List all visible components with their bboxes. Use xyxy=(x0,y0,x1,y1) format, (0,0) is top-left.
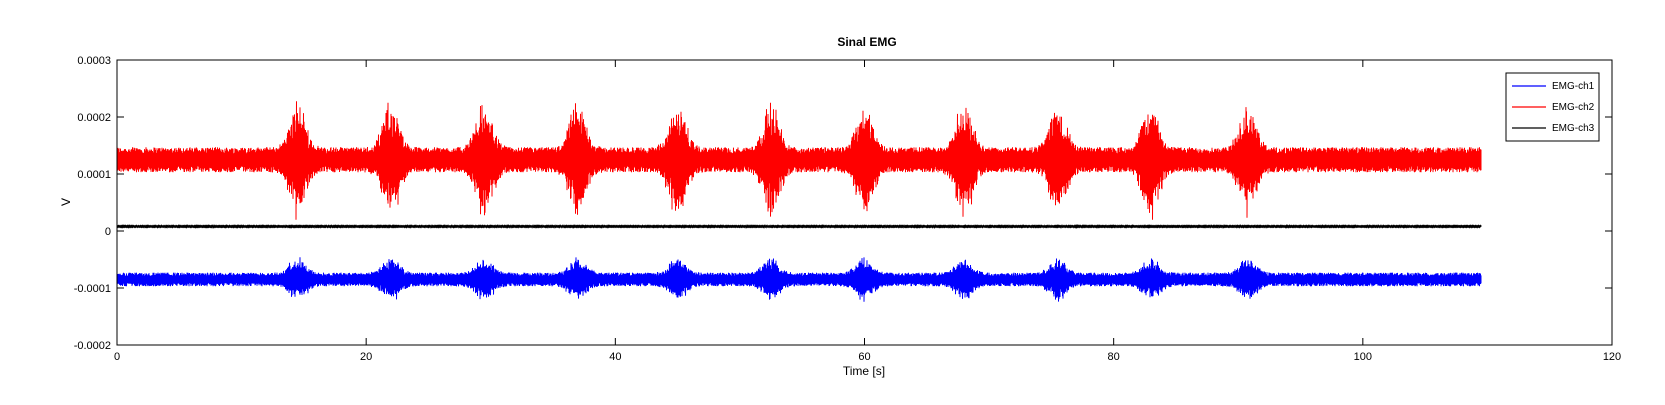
x-tick-label: 0 xyxy=(114,351,120,363)
x-tick-label: 20 xyxy=(360,351,372,363)
y-tick-label: -0.0002 xyxy=(74,340,111,352)
legend-label-emg-ch1: EMG-ch1 xyxy=(1552,81,1595,92)
y-tick-label: -0.0001 xyxy=(74,283,111,295)
series-line-emg-ch1 xyxy=(116,257,1482,302)
legend-label-emg-ch3: EMG-ch3 xyxy=(1552,123,1595,134)
x-axis-label: Time [s] xyxy=(843,364,885,378)
series-layer xyxy=(116,101,1482,302)
x-tick-label: 100 xyxy=(1354,351,1372,363)
x-tick-label: 40 xyxy=(609,351,621,363)
y-tick-label: 0.0001 xyxy=(77,169,111,181)
series-line-emg-ch2 xyxy=(116,101,1482,220)
y-tick-label: 0 xyxy=(105,226,111,238)
legend: EMG-ch1 EMG-ch2 EMG-ch3 xyxy=(1505,72,1600,142)
y-tick-label: 0.0002 xyxy=(77,112,111,124)
chart-title: Sinal EMG xyxy=(837,35,896,49)
x-tick-label: 60 xyxy=(858,351,870,363)
x-tick-label: 120 xyxy=(1603,351,1621,363)
x-tick-label: 80 xyxy=(1108,351,1120,363)
legend-label-emg-ch2: EMG-ch2 xyxy=(1552,102,1595,113)
series-line-emg-ch3 xyxy=(116,224,1482,229)
axis-ticks: 0 20 40 60 80 100 120 -0.0002 -0.0001 0 0.0001 0.00… xyxy=(74,55,1621,363)
y-tick-label: 0.0003 xyxy=(77,55,111,67)
y-axis-label: V xyxy=(59,198,73,206)
